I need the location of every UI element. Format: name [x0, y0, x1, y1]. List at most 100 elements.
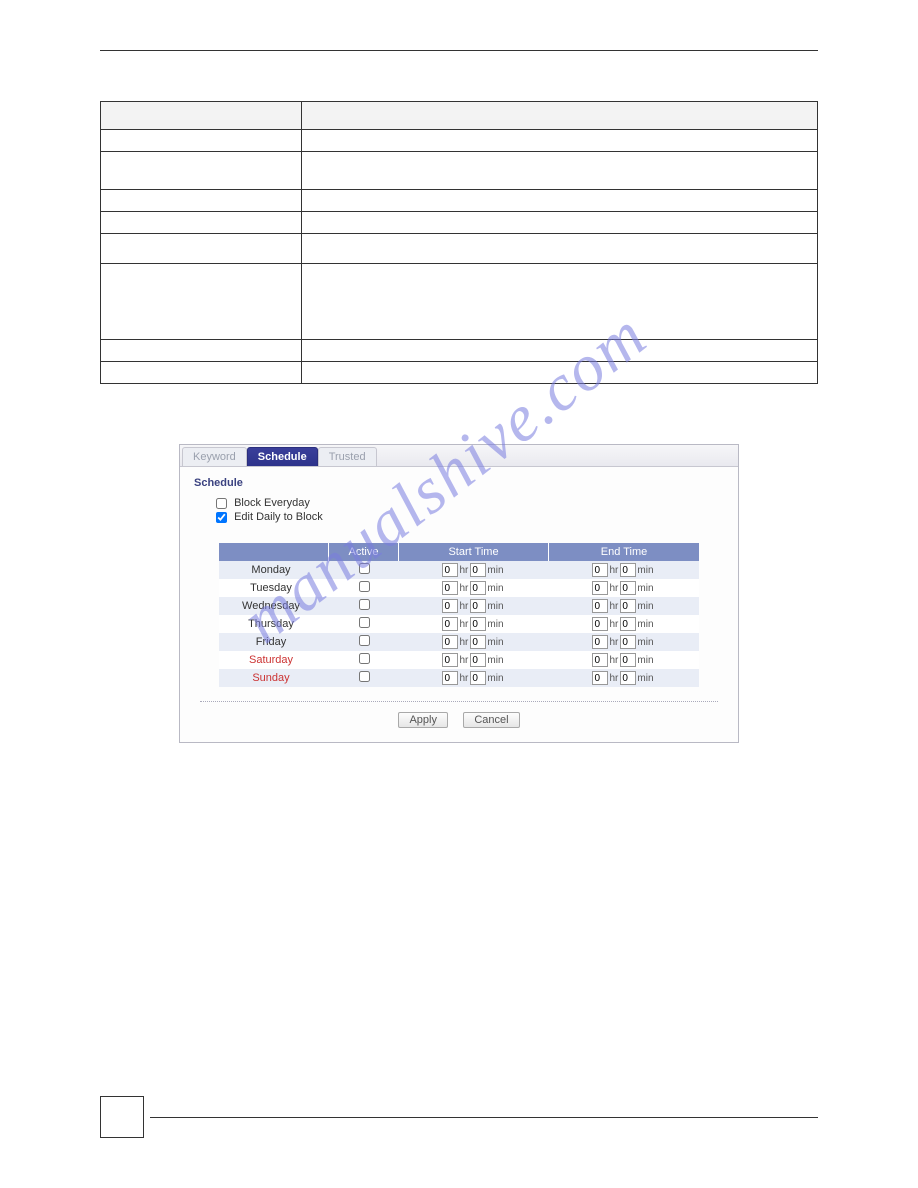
start-min-input[interactable] — [470, 635, 486, 649]
start-hr-input[interactable] — [442, 563, 458, 577]
end-time-cell: hrmin — [549, 561, 699, 579]
end-hr-input[interactable] — [592, 581, 608, 595]
end-time-cell: hrmin — [549, 615, 699, 633]
start-time-cell: hrmin — [399, 615, 549, 633]
hr-label: hr — [609, 673, 618, 684]
min-label: min — [637, 673, 653, 684]
table-cell — [301, 362, 817, 384]
table-row — [101, 190, 818, 212]
table-row — [101, 234, 818, 264]
block-everyday-label: Block Everyday — [234, 497, 310, 509]
table-cell — [301, 264, 817, 340]
start-hr-input[interactable] — [442, 617, 458, 631]
hr-label: hr — [459, 655, 468, 666]
cancel-button[interactable]: Cancel — [463, 712, 519, 728]
table-cell — [101, 234, 302, 264]
min-label: min — [487, 673, 503, 684]
start-hr-input[interactable] — [442, 581, 458, 595]
desc-col-description — [301, 102, 817, 130]
min-label: min — [637, 601, 653, 612]
start-min-input[interactable] — [470, 563, 486, 577]
day-label: Monday — [219, 561, 329, 579]
schedule-screenshot-panel: KeywordScheduleTrusted Schedule Block Ev… — [179, 444, 739, 743]
active-cell — [329, 597, 399, 615]
min-label: min — [487, 655, 503, 666]
end-hr-input[interactable] — [592, 671, 608, 685]
start-min-input[interactable] — [470, 599, 486, 613]
table-row — [101, 340, 818, 362]
panel-title: Schedule — [180, 467, 738, 497]
end-time-cell: hrmin — [549, 651, 699, 669]
start-min-input[interactable] — [470, 581, 486, 595]
end-hr-input[interactable] — [592, 563, 608, 577]
sched-col-day — [219, 543, 329, 561]
end-min-input[interactable] — [620, 635, 636, 649]
sched-row-saturday: Saturdayhrminhrmin — [219, 651, 699, 669]
start-min-input[interactable] — [470, 653, 486, 667]
start-hr-input[interactable] — [442, 653, 458, 667]
active-checkbox[interactable] — [359, 581, 370, 592]
end-min-input[interactable] — [620, 581, 636, 595]
end-hr-input[interactable] — [592, 635, 608, 649]
hr-label: hr — [459, 619, 468, 630]
table-cell — [301, 340, 817, 362]
start-time-cell: hrmin — [399, 579, 549, 597]
active-cell — [329, 669, 399, 687]
end-min-input[interactable] — [620, 599, 636, 613]
page-number-box — [100, 1096, 144, 1138]
schedule-table: ActiveStart TimeEnd Time Mondayhrminhrmi… — [219, 543, 699, 687]
sched-row-thursday: Thursdayhrminhrmin — [219, 615, 699, 633]
table-cell — [101, 264, 302, 340]
active-checkbox[interactable] — [359, 671, 370, 682]
sched-col-start-time: Start Time — [399, 543, 549, 561]
start-min-input[interactable] — [470, 671, 486, 685]
end-min-input[interactable] — [620, 563, 636, 577]
active-cell — [329, 633, 399, 651]
table-cell — [101, 362, 302, 384]
tab-schedule[interactable]: Schedule — [247, 447, 318, 466]
table-row — [101, 130, 818, 152]
end-hr-input[interactable] — [592, 653, 608, 667]
edit-daily-label: Edit Daily to Block — [234, 511, 323, 523]
table-row — [101, 152, 818, 190]
sched-row-friday: Fridayhrminhrmin — [219, 633, 699, 651]
tab-keyword[interactable]: Keyword — [182, 447, 247, 466]
sched-col-end-time: End Time — [549, 543, 699, 561]
block-everyday-option[interactable]: Block Everyday — [216, 497, 738, 509]
schedule-options: Block Everyday Edit Daily to Block — [180, 497, 738, 535]
end-min-input[interactable] — [620, 671, 636, 685]
active-checkbox[interactable] — [359, 653, 370, 664]
button-row: Apply Cancel — [180, 710, 738, 742]
table-row — [101, 264, 818, 340]
end-hr-input[interactable] — [592, 599, 608, 613]
hr-label: hr — [459, 637, 468, 648]
hr-label: hr — [609, 565, 618, 576]
top-rule — [100, 50, 818, 51]
start-time-cell: hrmin — [399, 669, 549, 687]
start-hr-input[interactable] — [442, 635, 458, 649]
apply-button[interactable]: Apply — [398, 712, 448, 728]
start-hr-input[interactable] — [442, 671, 458, 685]
hr-label: hr — [609, 583, 618, 594]
table-cell — [301, 152, 817, 190]
active-checkbox[interactable] — [359, 617, 370, 628]
active-checkbox[interactable] — [359, 599, 370, 610]
min-label: min — [637, 619, 653, 630]
block-everyday-checkbox[interactable] — [216, 498, 227, 509]
end-time-cell: hr min — [549, 669, 699, 687]
start-time-cell: hr min — [399, 651, 549, 669]
end-hr-input[interactable] — [592, 617, 608, 631]
tab-trusted[interactable]: Trusted — [318, 447, 377, 466]
start-min-input[interactable] — [470, 617, 486, 631]
start-hr-input[interactable] — [442, 599, 458, 613]
active-checkbox[interactable] — [359, 635, 370, 646]
table-cell — [301, 130, 817, 152]
active-checkbox[interactable] — [359, 563, 370, 574]
end-min-input[interactable] — [620, 617, 636, 631]
end-min-input[interactable] — [620, 653, 636, 667]
min-label: min — [487, 601, 503, 612]
table-cell — [101, 212, 302, 234]
edit-daily-option[interactable]: Edit Daily to Block — [216, 511, 738, 523]
edit-daily-checkbox[interactable] — [216, 512, 227, 523]
table-row — [101, 212, 818, 234]
